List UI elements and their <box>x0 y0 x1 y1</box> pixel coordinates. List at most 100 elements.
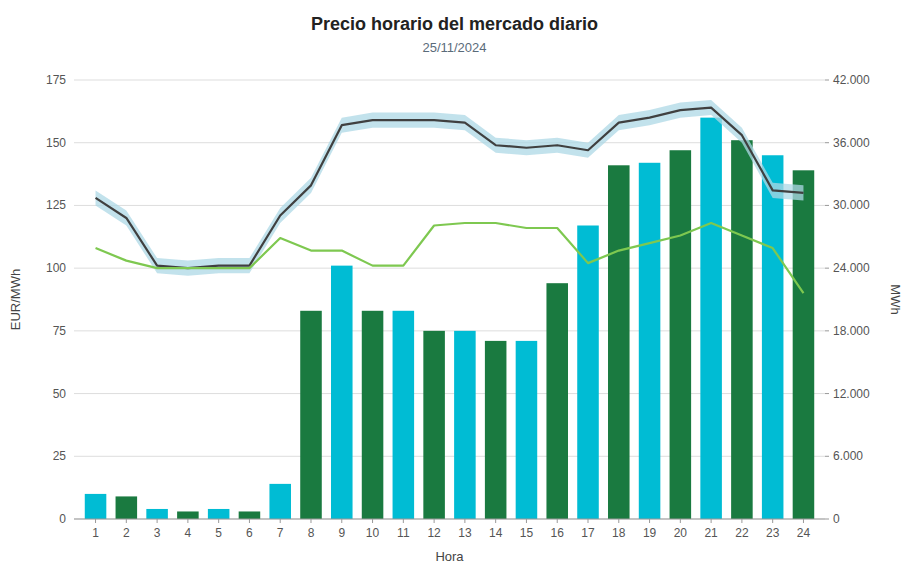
subtitle: 25/11/2024 <box>422 40 486 55</box>
x-tick <box>95 519 96 523</box>
bar <box>454 331 476 519</box>
y2-tick <box>825 205 829 206</box>
x-tick <box>680 519 681 523</box>
x-tick <box>649 519 650 523</box>
y2-tick <box>825 142 829 143</box>
x-tick <box>372 519 373 523</box>
x-tick <box>157 519 158 523</box>
bar <box>239 511 261 519</box>
x-tick-label: 3 <box>154 526 161 540</box>
x-tick <box>772 519 773 523</box>
x-axis-label: Hora <box>435 549 464 564</box>
bar <box>762 155 784 519</box>
y2-tick-label: 30.000 <box>833 198 870 212</box>
bar <box>300 311 322 519</box>
axes: 025507510012515017506.00012.00018.00024.… <box>46 73 870 540</box>
x-tick <box>341 519 342 523</box>
x-tick <box>526 519 527 523</box>
x-tick-label: 1 <box>92 526 99 540</box>
line <box>96 108 804 269</box>
title: Precio horario del mercado diario <box>311 14 598 34</box>
bar <box>577 225 599 519</box>
line <box>96 223 804 293</box>
band <box>96 100 804 276</box>
x-tick <box>711 519 712 523</box>
x-tick <box>557 519 558 523</box>
x-tick-label: 10 <box>366 526 380 540</box>
y2-tick <box>825 519 829 520</box>
y-tick-label: 75 <box>53 324 67 338</box>
y2-tick-label: 36.000 <box>833 136 870 150</box>
x-tick <box>126 519 127 523</box>
x-tick <box>218 519 219 523</box>
bar <box>177 511 199 519</box>
chart: Precio horario del mercado diario 25/11/2… <box>0 0 909 573</box>
x-tick-label: 5 <box>215 526 222 540</box>
x-tick-label: 18 <box>612 526 626 540</box>
y-tick-label: 0 <box>59 512 66 526</box>
x-tick-label: 13 <box>458 526 472 540</box>
x-tick <box>741 519 742 523</box>
y-tick-label: 25 <box>53 449 67 463</box>
bar <box>793 170 815 519</box>
x-tick <box>280 519 281 523</box>
x-tick <box>403 519 404 523</box>
bar <box>116 496 138 519</box>
y2-tick <box>825 456 829 457</box>
x-tick-label: 20 <box>674 526 688 540</box>
y2-tick <box>825 80 829 81</box>
bar <box>362 311 384 519</box>
x-tick <box>803 519 804 523</box>
bar <box>146 509 168 519</box>
x-tick-label: 15 <box>520 526 534 540</box>
bar <box>516 341 538 519</box>
x-tick <box>588 519 589 523</box>
bar <box>423 331 445 519</box>
x-tick-label: 7 <box>277 526 284 540</box>
x-tick-label: 21 <box>704 526 718 540</box>
x-tick-label: 4 <box>185 526 192 540</box>
y-tick-label: 100 <box>46 261 66 275</box>
x-axis-line <box>74 519 825 520</box>
bar <box>639 163 661 519</box>
bar <box>208 509 230 519</box>
x-tick-label: 11 <box>397 526 410 540</box>
y2-tick <box>825 330 829 331</box>
x-tick-label: 23 <box>766 526 780 540</box>
bar-series <box>85 118 814 519</box>
x-tick-label: 8 <box>308 526 315 540</box>
x-tick <box>249 519 250 523</box>
x-tick-label: 12 <box>427 526 441 540</box>
y2-tick-label: 24.000 <box>833 261 870 275</box>
x-tick-label: 9 <box>338 526 345 540</box>
bar <box>608 165 630 519</box>
x-tick-label: 2 <box>123 526 130 540</box>
bar <box>485 341 507 519</box>
y2-tick-label: 0 <box>833 512 840 526</box>
bar <box>546 283 568 519</box>
y2-tick-label: 18.000 <box>833 324 870 338</box>
y-tick-label: 175 <box>46 73 66 87</box>
bar <box>670 150 692 519</box>
background <box>0 0 909 573</box>
y2-tick-label: 42.000 <box>833 73 870 87</box>
x-tick-label: 14 <box>489 526 503 540</box>
bar <box>269 484 291 519</box>
y2-tick <box>825 393 829 394</box>
x-tick-label: 16 <box>551 526 565 540</box>
grid <box>74 80 825 519</box>
x-tick-label: 19 <box>643 526 657 540</box>
bar <box>700 118 722 519</box>
y-tick-label: 50 <box>53 387 67 401</box>
grid-line <box>74 519 825 520</box>
y-tick-label: 125 <box>46 198 66 212</box>
x-tick <box>464 519 465 523</box>
y2-tick-label: 6.000 <box>833 449 863 463</box>
x-tick <box>310 519 311 523</box>
y2-axis-label: MWh <box>888 284 903 314</box>
y2-tick <box>825 268 829 269</box>
x-tick-label: 6 <box>246 526 253 540</box>
x-tick <box>434 519 435 523</box>
bar <box>331 266 353 519</box>
bar <box>731 140 753 519</box>
